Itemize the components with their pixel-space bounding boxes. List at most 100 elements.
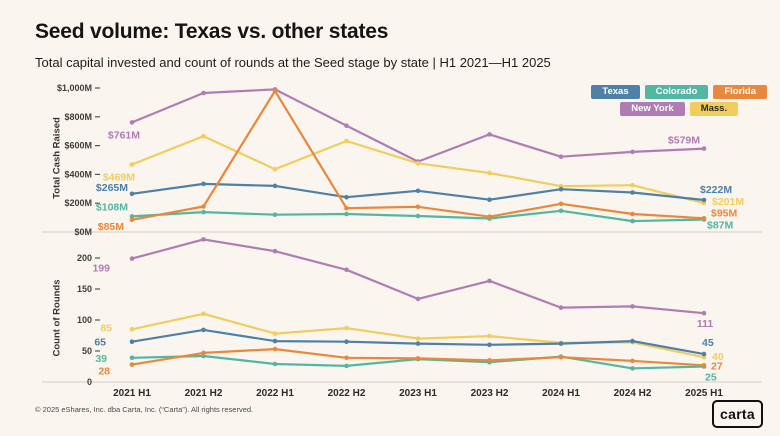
page-title: Seed volume: Texas vs. other states — [35, 20, 389, 43]
legend-item-mass: Mass. — [689, 102, 739, 116]
y-axis-title-count-of-rounds: Count of Rounds — [51, 279, 63, 357]
first-point-label: 28 — [98, 366, 110, 378]
data-point — [487, 197, 492, 202]
data-point — [129, 256, 135, 261]
y-tick-label: $200M — [64, 198, 92, 208]
legend-item-texas: Texas — [591, 85, 640, 99]
data-point — [487, 358, 492, 363]
last-point-label: $87M — [707, 220, 734, 232]
data-point — [558, 201, 564, 207]
y-tick-label: $400M — [64, 169, 92, 179]
data-point — [344, 363, 349, 369]
series-mass: $469M $201M — [103, 133, 744, 208]
count-of-rounds-chart: 0 50 100 150 200 2021 H1 2021 H2 2022 H1 2022 H2… — [42, 237, 762, 399]
data-point — [487, 170, 492, 176]
x-tick-label: 2023 H2 — [471, 388, 509, 399]
y-tick-label: 100 — [77, 315, 92, 325]
data-point — [272, 248, 278, 254]
data-point — [344, 123, 349, 128]
data-point — [129, 120, 135, 125]
y-tick-label: 200 — [77, 253, 92, 263]
data-point — [558, 305, 564, 310]
data-point — [272, 346, 278, 352]
data-point — [701, 216, 707, 221]
data-point — [415, 188, 421, 194]
first-point-label: $265M — [96, 182, 128, 194]
data-point — [630, 149, 635, 155]
data-point — [201, 204, 206, 209]
y-tick-label: $1,000M — [57, 83, 92, 93]
data-point — [415, 336, 421, 341]
data-point — [129, 339, 135, 345]
data-point — [344, 325, 349, 331]
first-point-label: 65 — [94, 337, 106, 349]
data-point — [272, 212, 278, 217]
data-point — [344, 205, 349, 211]
data-point — [415, 356, 421, 361]
data-point — [415, 161, 421, 166]
y-tick-label: $600M — [64, 141, 92, 151]
total-cash-raised-chart: $0M $200M $400M $600M $800M $1,000M $761M $579M… — [42, 83, 762, 237]
last-point-label: 111 — [697, 318, 714, 330]
x-tick-label: 2024 H1 — [542, 388, 580, 399]
data-point — [630, 304, 635, 309]
y-tick-label: 150 — [77, 284, 92, 294]
x-tick-label: 2024 H2 — [614, 388, 652, 399]
data-point — [630, 358, 635, 364]
data-point — [701, 351, 707, 357]
last-point-label: $222M — [700, 184, 732, 196]
data-point — [630, 338, 635, 344]
data-point — [558, 354, 564, 360]
x-tick-label: 2021 H2 — [185, 388, 223, 399]
x-tick-label: 2022 H1 — [256, 388, 294, 399]
legend-item-colorado: Colorado — [644, 85, 709, 99]
data-point — [558, 186, 564, 192]
y-tick-label: 50 — [82, 346, 92, 356]
data-point — [201, 181, 206, 187]
y-tick-label: $0M — [74, 227, 92, 237]
x-tick-label: 2021 H1 — [113, 388, 151, 399]
series-line — [130, 312, 706, 359]
data-point — [272, 361, 278, 367]
data-point — [487, 342, 492, 348]
legend-item-florida: Florida — [713, 85, 767, 99]
last-point-label: 40 — [712, 351, 724, 363]
data-point — [129, 191, 135, 197]
last-point-label: 45 — [702, 337, 714, 349]
data-point — [272, 183, 278, 189]
data-point — [272, 338, 278, 344]
data-point — [201, 209, 206, 215]
data-point — [630, 366, 635, 371]
data-point — [272, 166, 278, 172]
data-point — [415, 296, 421, 302]
data-point — [701, 146, 707, 151]
data-point — [201, 327, 206, 333]
data-point — [272, 88, 278, 94]
data-point — [415, 341, 421, 346]
first-point-label: 199 — [92, 263, 110, 275]
y-tick-label: $800M — [64, 112, 92, 122]
data-point — [701, 197, 707, 203]
data-point — [487, 333, 492, 339]
first-point-label: $108M — [96, 201, 128, 213]
data-point — [487, 132, 492, 137]
first-point-label: $85M — [98, 221, 125, 233]
data-point — [129, 327, 135, 332]
data-point — [344, 355, 349, 361]
data-point — [344, 339, 349, 345]
data-point — [201, 311, 206, 317]
data-point — [630, 190, 635, 195]
series-texas: $265M $222M — [96, 181, 732, 203]
data-point — [630, 218, 635, 224]
series-texas: 65 45 — [94, 327, 714, 357]
data-point — [344, 267, 349, 273]
data-point — [129, 362, 135, 367]
data-point — [201, 350, 206, 356]
x-tick-label: 2025 H1 — [685, 388, 723, 399]
data-point — [558, 341, 564, 346]
data-point — [701, 363, 707, 368]
data-point — [630, 211, 635, 217]
last-point-label: $95M — [711, 207, 738, 219]
legend-row: Texas Colorado Florida — [591, 85, 767, 99]
